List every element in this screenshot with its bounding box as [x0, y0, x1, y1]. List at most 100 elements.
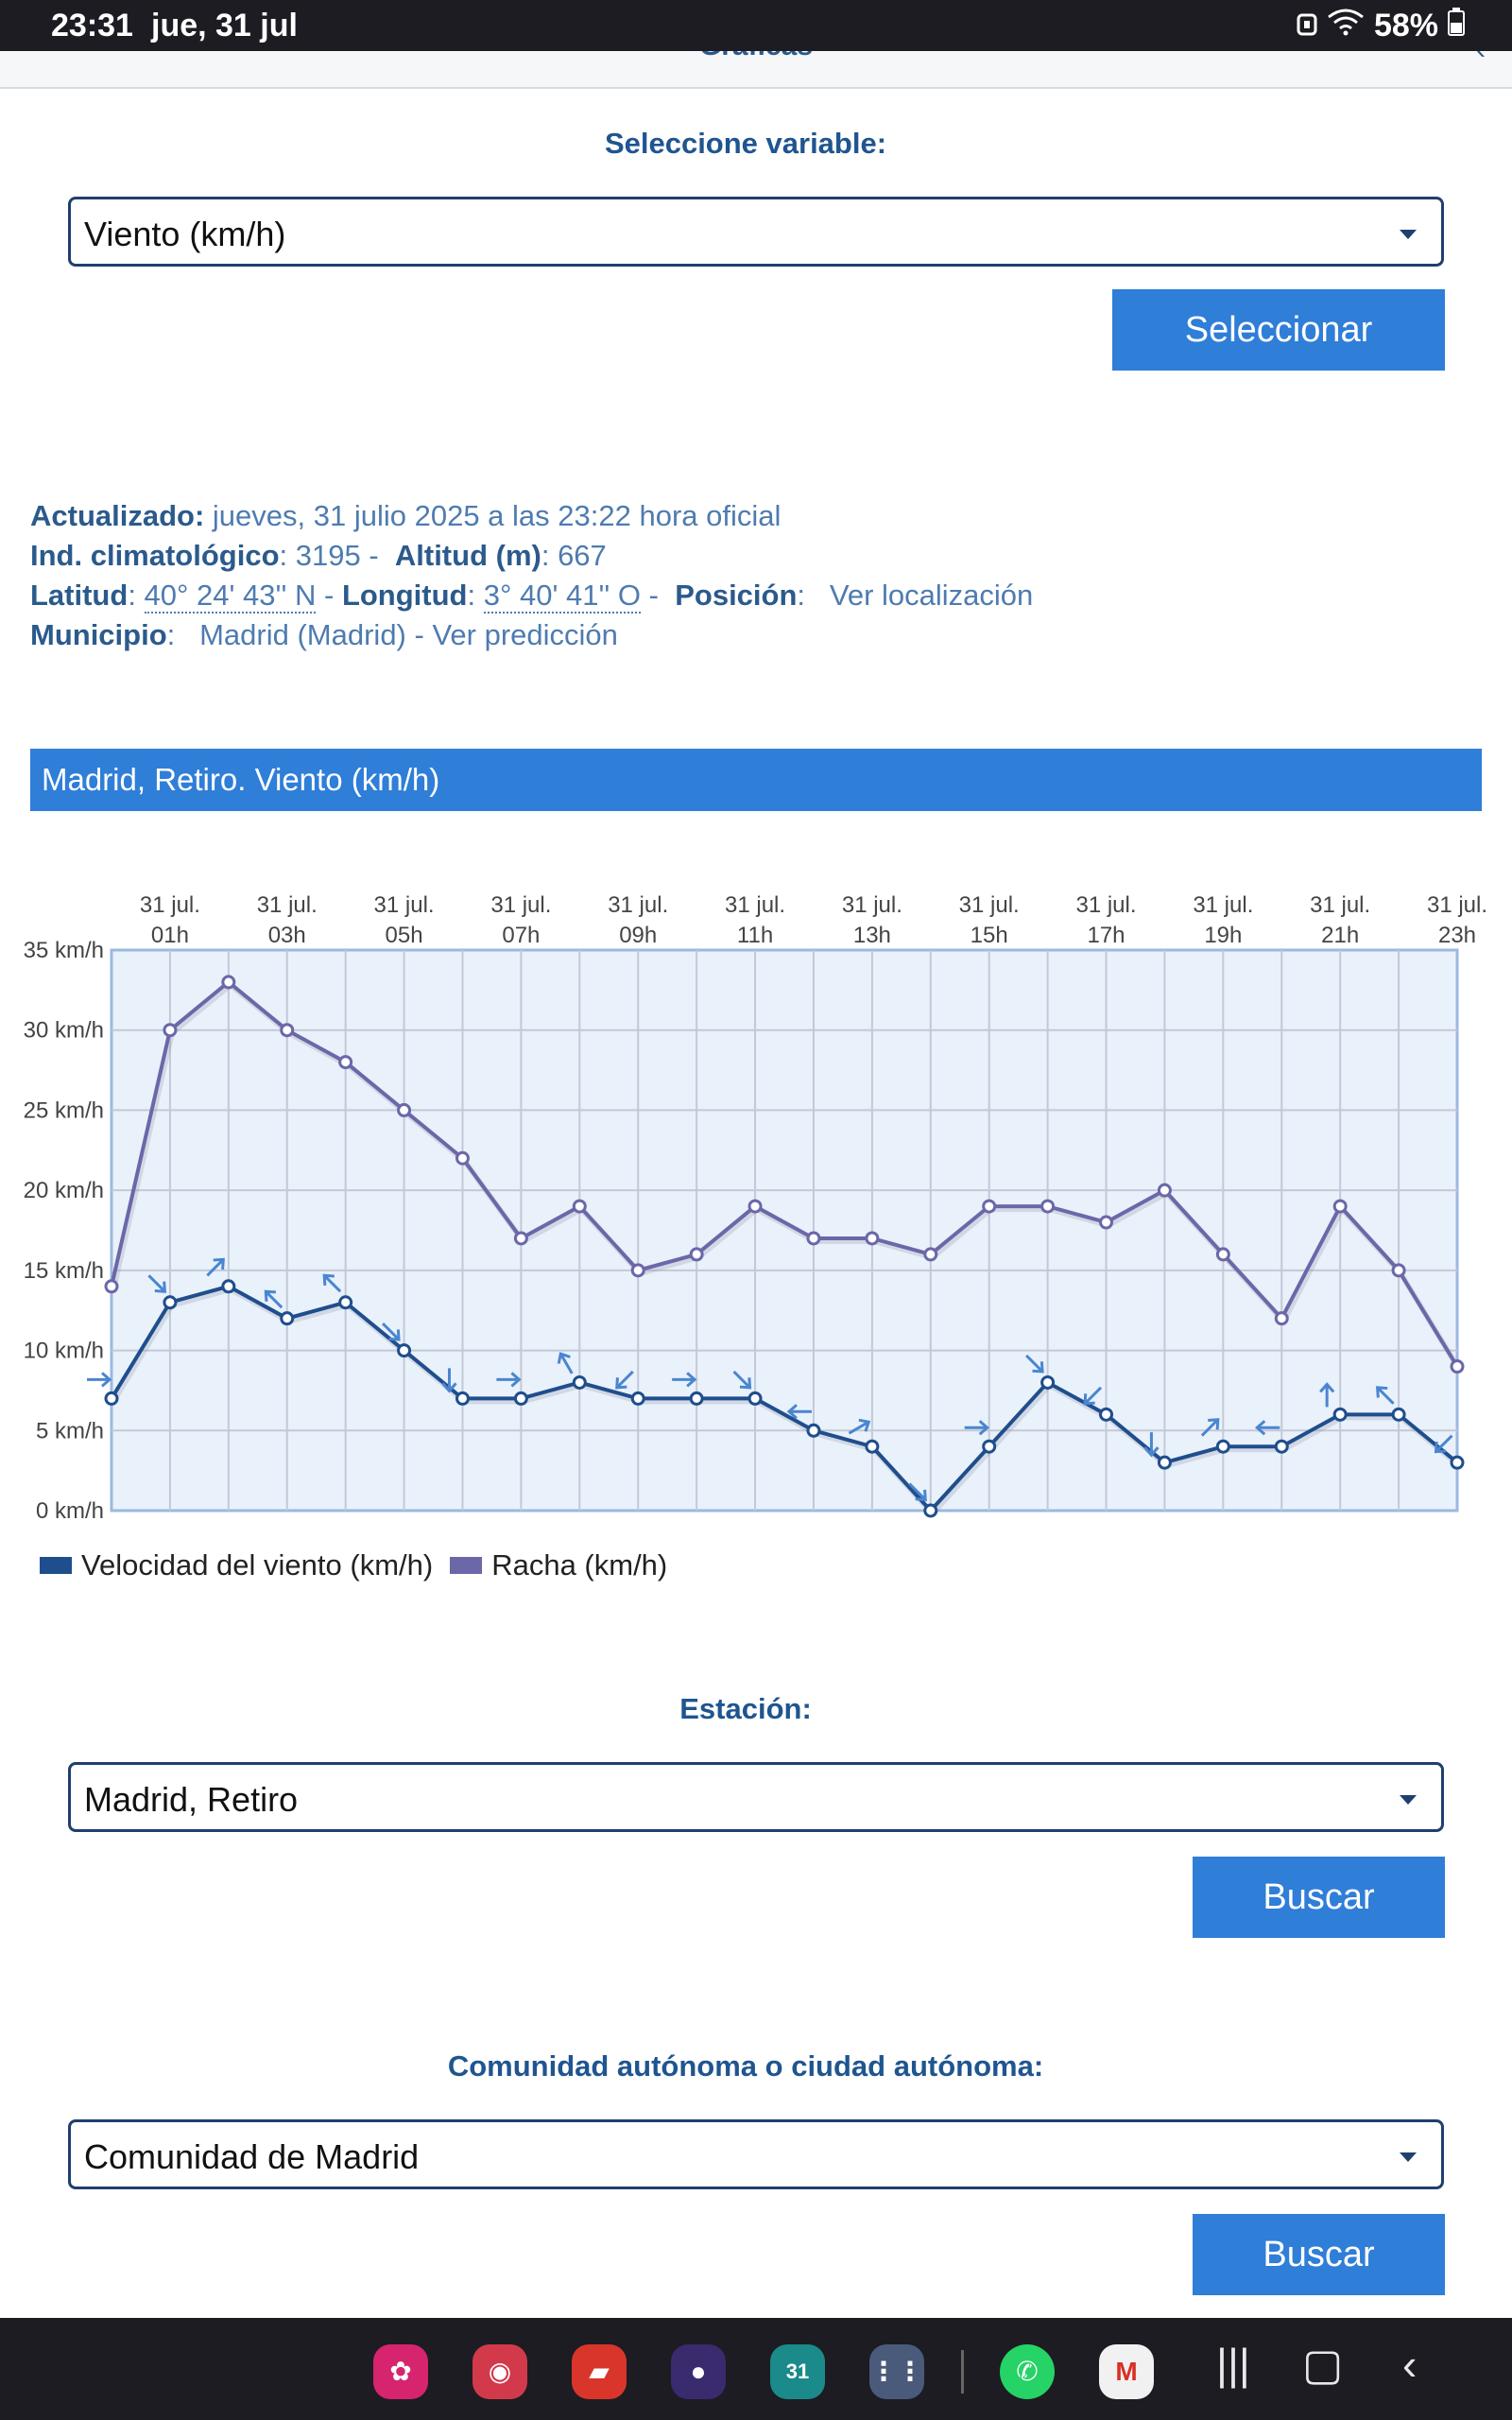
wind-direction-arrow	[732, 1370, 752, 1390]
wind-speed-point	[1391, 1407, 1406, 1422]
wind-direction-arrow	[615, 1370, 634, 1390]
community-select-value: Comunidad de Madrid	[84, 2137, 420, 2176]
legend-gust-swatch	[450, 1557, 483, 1574]
arrow-icon	[1434, 1434, 1453, 1454]
gust-point	[1450, 1359, 1465, 1374]
arrow-icon	[557, 1352, 574, 1374]
gust-point	[338, 1055, 353, 1070]
updated-line: Actualizado: jueves, 31 julio 2025 a las…	[30, 496, 1033, 536]
legend-wind-label[interactable]: Velocidad del viento (km/h)	[81, 1548, 434, 1582]
wind-direction-arrow	[87, 1372, 112, 1388]
longitude-value: 3° 40' 41'' O	[483, 579, 642, 614]
y-tick-label: 0 km/h	[36, 1498, 104, 1524]
arrow-icon	[206, 1257, 225, 1277]
x-tick-hour-label: 01h	[151, 923, 189, 948]
x-tick-date-label: 31 jul.	[959, 892, 1020, 918]
wind-speed-point	[104, 1391, 119, 1406]
flower-app-icon[interactable]: ✿	[373, 2344, 428, 2399]
community-select[interactable]: Comunidad de Madrid	[68, 2119, 1444, 2189]
dropdown-caret-icon	[1400, 230, 1417, 239]
gust-point	[104, 1279, 119, 1294]
camera-app-icon[interactable]: ◉	[472, 2344, 527, 2399]
chevron-up-icon[interactable]: ‹	[1476, 51, 1486, 66]
wind-speed-point	[689, 1391, 704, 1406]
wind-speed-point	[280, 1311, 295, 1326]
station-select-value: Madrid, Retiro	[84, 1780, 299, 1819]
recent-apps-icon[interactable]: |||	[1216, 2340, 1250, 2389]
wind-direction-arrow	[1254, 1420, 1280, 1436]
ind-label: Ind. climatológico	[30, 539, 280, 572]
arrow-icon	[322, 1273, 342, 1293]
wind-direction-arrow	[1200, 1418, 1220, 1437]
station-select[interactable]: Madrid, Retiro	[68, 1762, 1444, 1832]
arrow-icon	[672, 1372, 697, 1388]
variable-select[interactable]: Viento (km/h)	[68, 197, 1444, 267]
gust-point	[1157, 1183, 1172, 1198]
arrow-icon	[908, 1482, 927, 1502]
position-label: Posición	[675, 579, 798, 612]
community-label: Comunidad autónoma o ciudad autónoma:	[447, 2049, 1044, 2083]
calendar-app-icon[interactable]: 31	[770, 2344, 825, 2399]
gust-point	[923, 1247, 938, 1262]
y-tick-label: 20 km/h	[24, 1178, 104, 1203]
gust-point	[1274, 1311, 1289, 1326]
firefox-icon[interactable]: ●	[671, 2344, 726, 2399]
wind-speed-point	[806, 1423, 821, 1438]
wind-direction-arrow	[147, 1274, 167, 1293]
x-tick-date-label: 31 jul.	[842, 892, 902, 918]
arrow-icon	[264, 1289, 284, 1309]
community-search-button[interactable]: Buscar	[1193, 2214, 1445, 2295]
wind-speed-point	[572, 1374, 587, 1390]
y-tick-label: 5 km/h	[36, 1418, 104, 1443]
wind-chart-svg: 35 km/h 30 km/h 25 km/h 20 km/h 15 km/h 10 km…	[24, 892, 1487, 1524]
wind-direction-arrow	[557, 1352, 574, 1374]
legend-gust-label[interactable]: Racha (km/h)	[491, 1548, 668, 1582]
plot-area	[110, 948, 1459, 1512]
app-drawer-icon[interactable]: ⋮⋮	[869, 2344, 924, 2399]
wind-speed-point	[982, 1439, 997, 1454]
altitude-value: : 667	[541, 539, 607, 572]
station-label: Estación:	[679, 1692, 812, 1725]
wind-direction-arrow	[1434, 1434, 1453, 1454]
x-tick-date-label: 31 jul.	[608, 892, 668, 918]
arrow-icon	[1083, 1386, 1103, 1406]
municipality-line: Municipio: Madrid (Madrid) - Ver predicc…	[30, 618, 618, 651]
arrow-icon	[1375, 1386, 1395, 1405]
alarm-icon	[1297, 8, 1317, 44]
status-icons: 58%	[1297, 8, 1465, 44]
wind-direction-arrow	[496, 1372, 522, 1388]
chart-title-banner: Madrid, Retiro. Viento (km/h)	[30, 749, 1482, 811]
gust-point	[1391, 1263, 1406, 1278]
x-tick-hour-label: 17h	[1087, 923, 1125, 948]
wind-chart: 35 km/h 30 km/h 25 km/h 20 km/h 15 km/h 10 km…	[0, 851, 1512, 1588]
gust-point	[221, 975, 236, 990]
x-tick-hour-label: 21h	[1321, 923, 1359, 948]
notes-app-icon[interactable]: ▰	[572, 2344, 627, 2399]
dropdown-caret-icon	[1400, 1795, 1417, 1805]
longitude-label: Longitud	[341, 579, 468, 612]
coords-line: Latitud: 40° 24' 43'' N - Longitud: 3° 4…	[30, 579, 1034, 614]
gust-point	[455, 1150, 470, 1166]
battery-percent: 58%	[1373, 8, 1438, 43]
station-search-button[interactable]: Buscar	[1193, 1857, 1445, 1938]
dropdown-caret-icon	[1400, 2152, 1417, 2162]
back-icon[interactable]: ‹	[1402, 2340, 1418, 2389]
whatsapp-icon[interactable]: ✆	[1000, 2344, 1055, 2399]
select-button[interactable]: Seleccionar	[1112, 289, 1445, 371]
arrow-icon	[147, 1274, 167, 1293]
x-tick-date-label: 31 jul.	[374, 892, 435, 918]
status-bar: 23:31 jue, 31 jul 58%	[0, 0, 1512, 51]
gust-point	[1332, 1199, 1348, 1214]
home-icon[interactable]: ▢	[1302, 2340, 1344, 2389]
variable-select-value: Viento (km/h)	[84, 215, 286, 253]
gmail-icon[interactable]: M	[1099, 2344, 1154, 2399]
municipality-label: Municipio	[30, 618, 167, 651]
arrow-icon	[732, 1370, 752, 1390]
x-tick-hour-label: 07h	[502, 923, 540, 948]
wind-direction-arrow	[1025, 1354, 1044, 1374]
ind-value: : 3195 -	[279, 539, 379, 572]
gust-point	[1215, 1247, 1230, 1262]
view-forecast-link[interactable]: Ver predicción	[432, 618, 618, 651]
view-location-link[interactable]: Ver localización	[829, 579, 1034, 612]
